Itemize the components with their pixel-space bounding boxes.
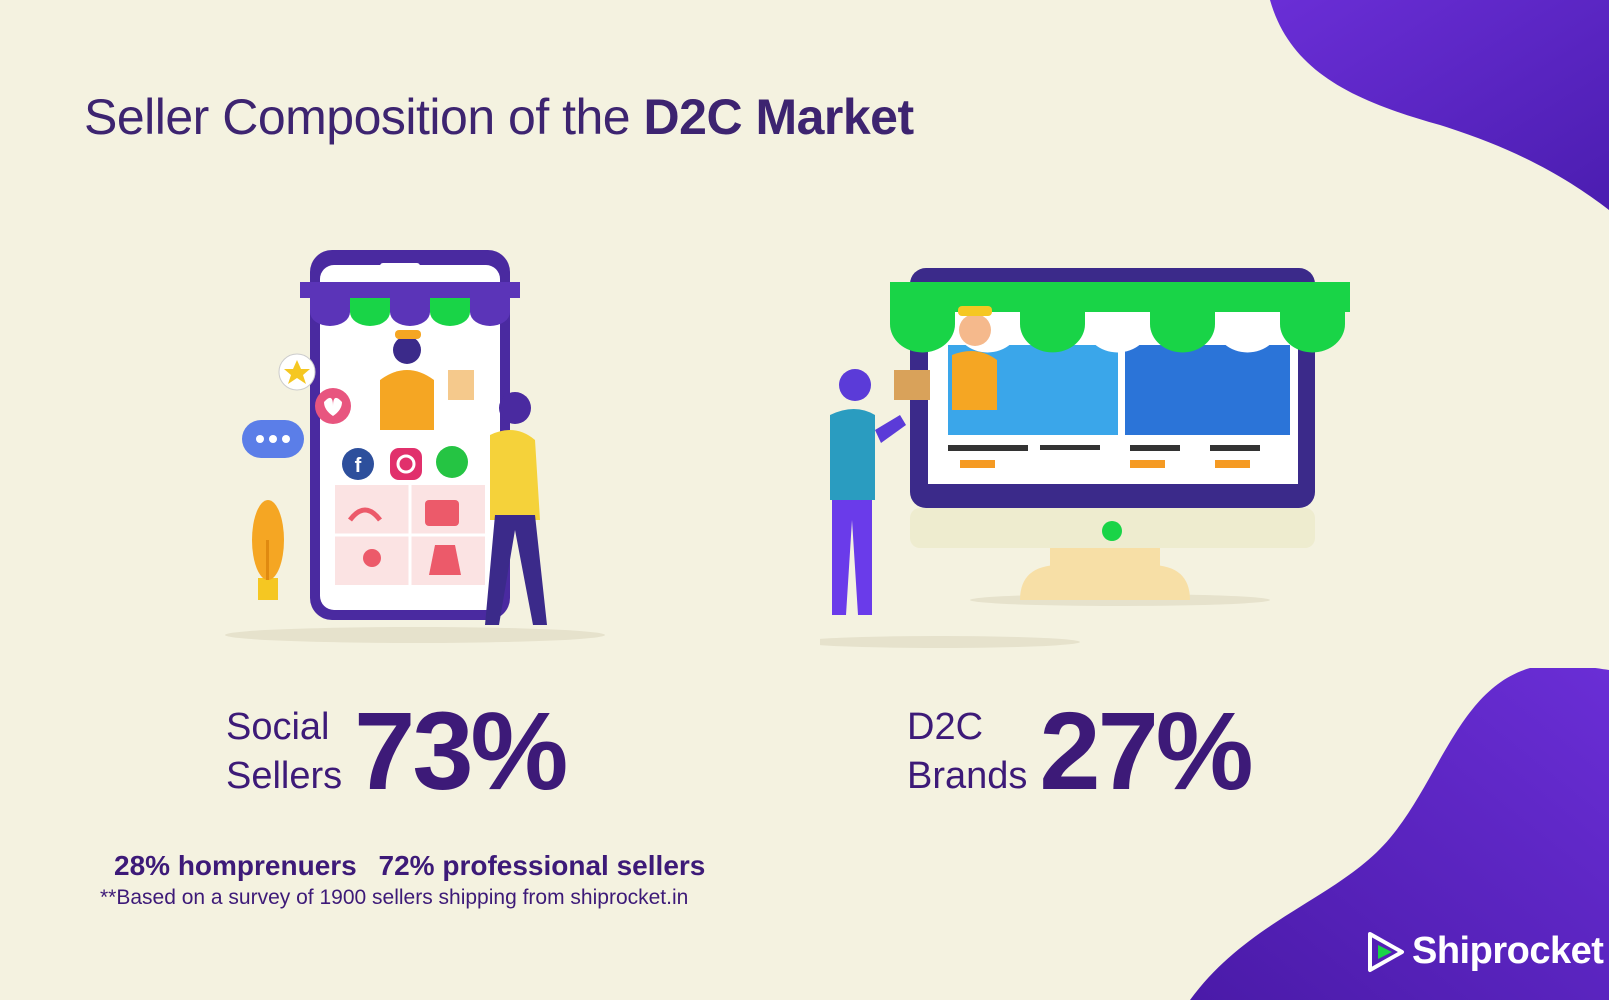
brand-name: Shiprocket [1412,930,1604,972]
d2c-brand-illustration [820,268,1350,648]
instagram-icon [390,448,422,480]
whatsapp-icon [436,446,468,478]
d2c-brands-label-line1: D2C [907,705,984,748]
d2c-brands-stat: D2C Brands 27% [907,688,1254,815]
shiprocket-logo-icon [1368,931,1404,972]
d2c-brands-label-line2: Brands [907,754,1028,797]
d2c-brands-percent: 27% [1039,690,1253,813]
package-icon [894,370,930,400]
social-sellers-label-line1: Social [226,705,330,748]
homepreneurs-share: 28% homprenuers [114,850,357,881]
d2c-brands-label: D2C Brands [907,703,1027,801]
social-sellers-label-line2: Sellers [226,754,343,797]
social-sellers-label: Social Sellers [226,703,342,801]
social-sellers-stat: Social Sellers 73% [226,688,568,815]
social-seller-illustration: f [225,250,605,643]
top-right-blob [1270,0,1609,210]
seller-breakdown: 28% homprenuers 72% professional sellers [114,850,705,882]
page-title: Seller Composition of the D2C Market [84,88,914,146]
bottom-right-blob [1190,668,1609,1000]
svg-text:f: f [355,455,362,477]
professional-share: 72% professional sellers [378,850,706,881]
facebook-icon [342,448,374,480]
shiprocket-logo: Shiprocket [1366,930,1604,973]
title-bold: D2C Market [643,89,915,145]
title-light: Seller Composition of the [84,89,631,145]
social-sellers-percent: 73% [354,690,568,813]
plant-icon [252,500,284,600]
survey-footnote: **Based on a survey of 1900 sellers ship… [100,886,689,909]
